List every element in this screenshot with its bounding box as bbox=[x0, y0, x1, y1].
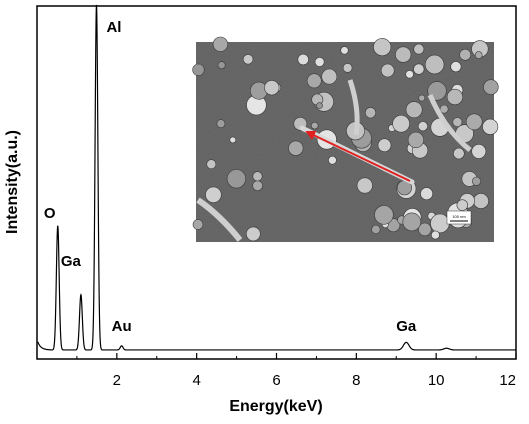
peak-labels: Al O Ga Au Ga bbox=[44, 19, 417, 335]
sem-particle bbox=[356, 177, 373, 194]
sem-particles bbox=[192, 36, 499, 242]
sem-particle bbox=[452, 147, 465, 160]
sem-particle bbox=[377, 138, 392, 152]
x-tick-label: 4 bbox=[192, 372, 200, 389]
sem-particle bbox=[321, 68, 338, 85]
sem-particle bbox=[246, 226, 261, 242]
sem-particle bbox=[420, 187, 433, 201]
sem-particle bbox=[373, 38, 392, 57]
peak-label-o: O bbox=[44, 205, 56, 222]
sem-particle bbox=[430, 213, 450, 234]
sem-particle bbox=[413, 63, 425, 75]
sem-particle bbox=[229, 136, 237, 144]
sem-particle bbox=[459, 48, 472, 61]
spectrum-line bbox=[37, 4, 516, 351]
sem-particle bbox=[306, 73, 322, 89]
sem-particle bbox=[340, 46, 349, 55]
sem-particle bbox=[392, 114, 410, 133]
sem-particle bbox=[364, 107, 377, 119]
sem-particle bbox=[311, 121, 319, 130]
peak-label-ga: Ga bbox=[61, 253, 82, 270]
x-tick-label: 10 bbox=[428, 372, 445, 389]
sem-particle bbox=[430, 230, 440, 240]
sem-particle bbox=[226, 169, 246, 189]
sem-particle bbox=[418, 94, 426, 102]
sem-inset: 100 nm bbox=[192, 36, 499, 242]
sem-particle bbox=[252, 180, 263, 191]
sem-particle bbox=[465, 113, 483, 131]
sem-particle bbox=[405, 101, 423, 119]
sem-particle bbox=[217, 61, 226, 70]
nanowire-left bbox=[196, 197, 243, 242]
sem-particle bbox=[450, 61, 462, 73]
sem-particle bbox=[206, 159, 217, 170]
sem-particle bbox=[456, 199, 468, 211]
sem-particle bbox=[473, 193, 489, 209]
x-tick-label: 12 bbox=[499, 372, 516, 389]
sem-particle bbox=[252, 171, 263, 182]
red-arrow bbox=[305, 130, 411, 182]
sem-particle bbox=[413, 43, 425, 55]
sem-particle bbox=[242, 54, 254, 65]
sem-particle bbox=[205, 186, 222, 204]
peak-label-ga: Ga bbox=[396, 318, 417, 335]
sem-particle bbox=[192, 63, 205, 76]
sem-particle bbox=[216, 119, 226, 129]
peak-label-al: Al bbox=[106, 19, 121, 36]
scale-bar: 100 nm bbox=[446, 210, 472, 225]
sem-particle bbox=[316, 102, 323, 109]
sem-particle bbox=[471, 176, 481, 186]
sem-particle bbox=[482, 118, 499, 135]
y-axis-title: Intensity(a.u.) bbox=[4, 130, 21, 234]
nanowire-right bbox=[427, 94, 472, 152]
sem-particle bbox=[297, 53, 309, 66]
sem-particle bbox=[417, 121, 428, 132]
sem-particle bbox=[402, 212, 422, 232]
sem-particle bbox=[424, 54, 445, 75]
sem-particle bbox=[395, 46, 412, 63]
sem-particle bbox=[212, 36, 228, 52]
peak-label-au: Au bbox=[112, 318, 132, 335]
x-tick-label: 6 bbox=[272, 372, 280, 389]
scale-bar-label: 100 nm bbox=[452, 214, 466, 219]
x-axis-ticks bbox=[76, 353, 517, 359]
x-axis-title: Energy(keV) bbox=[229, 398, 322, 415]
x-tick-label: 2 bbox=[113, 372, 121, 389]
sem-particle bbox=[452, 117, 463, 127]
sem-particle bbox=[328, 155, 337, 165]
sem-particle bbox=[192, 219, 204, 230]
sem-particle bbox=[380, 63, 395, 78]
sem-particle bbox=[471, 143, 487, 159]
sem-particle bbox=[439, 104, 449, 114]
sem-particle bbox=[483, 79, 499, 95]
sem-particle bbox=[474, 51, 483, 59]
sem-particle bbox=[288, 140, 304, 156]
sem-particle bbox=[405, 70, 414, 79]
nanowire-top bbox=[347, 79, 360, 136]
sem-particle bbox=[314, 57, 325, 67]
sem-particle bbox=[374, 205, 394, 225]
sem-particle bbox=[342, 63, 353, 73]
sem-particle bbox=[371, 224, 381, 234]
sem-particle bbox=[264, 80, 280, 96]
x-axis-tick-labels: 2 4 6 8 10 12 bbox=[113, 372, 516, 389]
sem-particle bbox=[407, 131, 425, 148]
x-tick-label: 8 bbox=[352, 372, 360, 389]
sem-particle bbox=[446, 88, 464, 106]
sem-particle bbox=[418, 222, 432, 237]
